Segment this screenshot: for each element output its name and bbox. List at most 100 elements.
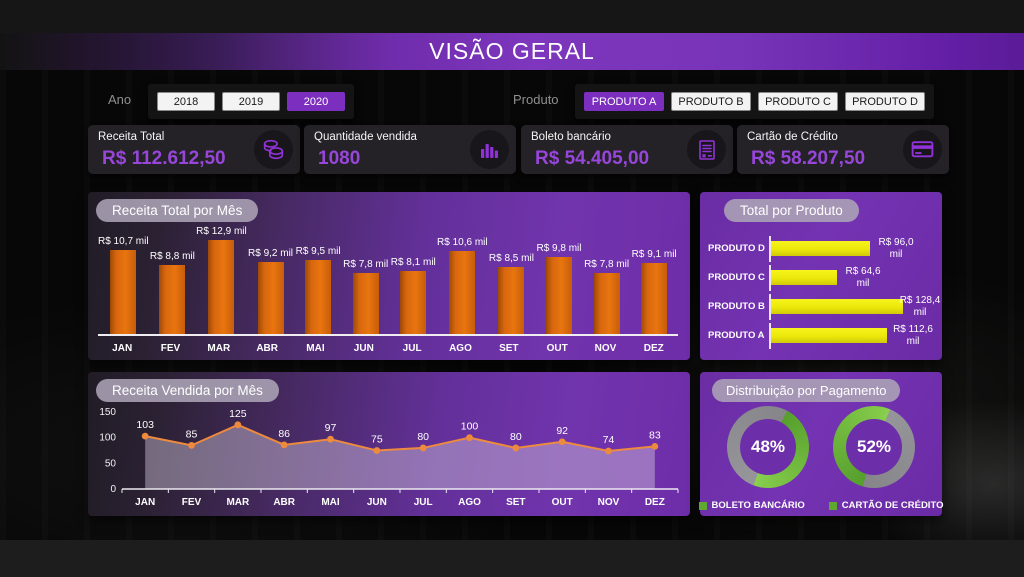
kpi-value: R$ 54.405,00 (535, 148, 650, 169)
y-axis-label-100: 100 (99, 433, 116, 444)
donut-cart-o-de-cr-dito[interactable]: 52% (833, 406, 915, 488)
x-axis-label-dez: DEZ (645, 497, 665, 508)
product-slicer: PRODUTO A PRODUTO B PRODUTO C PRODUTO D (575, 84, 934, 119)
bar-produto-d[interactable] (771, 241, 870, 256)
product-bar-row-produto-b: PRODUTO B R$ 128,4 mil (708, 293, 940, 320)
data-point-jan[interactable] (141, 432, 149, 440)
data-point-mai[interactable] (327, 435, 334, 443)
year-filter-label: Ano (108, 92, 132, 107)
product-bar-row-produto-a: PRODUTO A R$ 112,6 mil (708, 322, 938, 349)
kpi-card-quantidade-vendida: Quantidade vendida 1080 (304, 125, 516, 174)
product-bar-row-produto-c: PRODUTO C R$ 64,6 mil (708, 264, 938, 291)
bar-mar[interactable] (208, 240, 235, 334)
bar-column-out: R$ 9,8 mil (535, 226, 583, 334)
page-title: VISÃO GERAL (429, 38, 595, 64)
data-point-dez[interactable] (651, 442, 659, 450)
donut-charts: 48% 52% (700, 406, 942, 488)
line-series[interactable] (144, 423, 655, 453)
data-point-ago[interactable] (466, 434, 473, 442)
bar-value-label: R$ 9,8 mil (536, 243, 582, 254)
x-axis-label-fev: FEV (182, 497, 202, 508)
bottom-band (0, 540, 1024, 577)
bar-value-label: R$ 10,7 mil (98, 236, 149, 247)
x-axis-label-jun: JUN (353, 343, 374, 354)
year-button-2018[interactable]: 2018 (157, 92, 215, 111)
product-button-produto-d[interactable]: PRODUTO D (845, 92, 925, 111)
year-button-2020[interactable]: 2020 (287, 92, 345, 111)
bar-out[interactable] (545, 257, 572, 334)
bar-mai[interactable] (305, 260, 332, 334)
category-label: PRODUTO B (708, 301, 765, 312)
x-axis-label-out: OUT (552, 497, 573, 508)
data-label: 86 (278, 428, 290, 440)
donut-hole: 48% (740, 419, 796, 475)
bar-jul[interactable] (400, 271, 427, 334)
data-point-jun[interactable] (373, 447, 381, 454)
bar-column-set: R$ 8,5 mil (488, 226, 536, 334)
line-chart-revenue-sold[interactable]: 103 85 125 86 97 75 80 100 80 92 74 83 150 100 50 0 JAN F… (92, 400, 684, 514)
y-axis-label-150: 150 (99, 407, 116, 418)
bar-value-label: R$ 128,4 mil (899, 294, 941, 318)
product-button-produto-b[interactable]: PRODUTO B (671, 92, 751, 111)
bar-produto-b[interactable] (771, 299, 903, 314)
year-button-2019[interactable]: 2019 (222, 92, 280, 111)
kpi-value: R$ 58.207,50 (751, 148, 866, 169)
kpi-value: R$ 112.612,50 (102, 148, 226, 169)
x-axis-label-jul: JUL (414, 497, 433, 508)
bar-column-jan: R$ 10,7 mil (98, 226, 149, 334)
bar-value-label: R$ 10,6 mil (437, 237, 488, 248)
donut-percentage: 52% (856, 437, 892, 456)
bar-produto-c[interactable] (771, 270, 837, 285)
bar-nov[interactable] (593, 273, 620, 334)
product-filter-label: Produto (513, 92, 559, 107)
bar-value-label: R$ 8,8 mil (149, 251, 195, 262)
bar-value-label: R$ 64,6 mil (845, 265, 881, 289)
bar-jun[interactable] (352, 273, 379, 334)
x-axis-label-mai: MAI (321, 497, 340, 508)
panel-revenue-by-month: Receita Total por Mês R$ 10,7 mil R$ 8,8 … (88, 192, 690, 360)
x-axis-label-dez: DEZ (643, 343, 664, 354)
x-axis-label-out: OUT (546, 343, 568, 354)
data-point-abr[interactable] (280, 441, 288, 449)
donut-boleto-banc-rio[interactable]: 48% (727, 406, 809, 488)
bar-abr[interactable] (257, 262, 284, 334)
bar-ago[interactable] (449, 251, 476, 334)
invoice-icon (687, 130, 726, 169)
data-label: 85 (186, 428, 198, 440)
data-label: 100 (461, 421, 479, 433)
data-point-nov[interactable] (605, 447, 612, 455)
bar-value-label: R$ 7,8 mil (584, 259, 630, 270)
header-bar: VISÃO GERAL (0, 33, 1024, 70)
data-point-fev[interactable] (188, 441, 195, 449)
data-point-jul[interactable] (419, 444, 427, 452)
category-label: PRODUTO D (708, 243, 765, 254)
x-axis-label-nov: NOV (598, 497, 620, 508)
x-axis-label-jun: JUN (367, 497, 387, 508)
product-button-produto-c[interactable]: PRODUTO C (758, 92, 838, 111)
bar-set[interactable] (498, 267, 525, 334)
kpi-label: Boleto bancário (531, 131, 611, 143)
kpi-label: Receita Total (98, 131, 165, 143)
data-label: 80 (510, 431, 522, 443)
data-point-mar[interactable] (234, 421, 242, 429)
x-axis-label-abr: ABR (256, 343, 278, 354)
bar-dez[interactable] (641, 263, 668, 334)
x-axis-label-ago: AGO (458, 497, 481, 508)
bar-chart-total-by-product[interactable]: PRODUTO D R$ 96,0 mil PRODUTO C R$ 64,6 mil… (708, 234, 940, 350)
bar-chart-revenue-by-month[interactable]: R$ 10,7 mil R$ 8,8 mil R$ 12,9 mil R$ 9,2 m… (98, 226, 678, 336)
bar-produto-a[interactable] (771, 328, 887, 343)
bar-jan[interactable] (110, 250, 137, 334)
bar-track: R$ 96,0 mil (769, 235, 938, 262)
donut-hole: 52% (846, 419, 902, 475)
data-label: 125 (229, 408, 247, 420)
bar-value-label: R$ 8,1 mil (390, 257, 436, 268)
data-point-out[interactable] (558, 438, 566, 446)
payment-legend: BOLETO BANCÁRIO CARTÃO DE CRÉDITO (698, 500, 943, 511)
bar-value-label: R$ 112,6 mil (893, 323, 933, 347)
data-point-set[interactable] (512, 444, 520, 452)
bar-column-mar: R$ 12,9 mil (196, 226, 247, 334)
data-label: 92 (556, 425, 568, 437)
category-label: PRODUTO A (708, 330, 765, 341)
product-button-produto-a[interactable]: PRODUTO A (584, 92, 664, 111)
bar-fev[interactable] (159, 265, 186, 334)
